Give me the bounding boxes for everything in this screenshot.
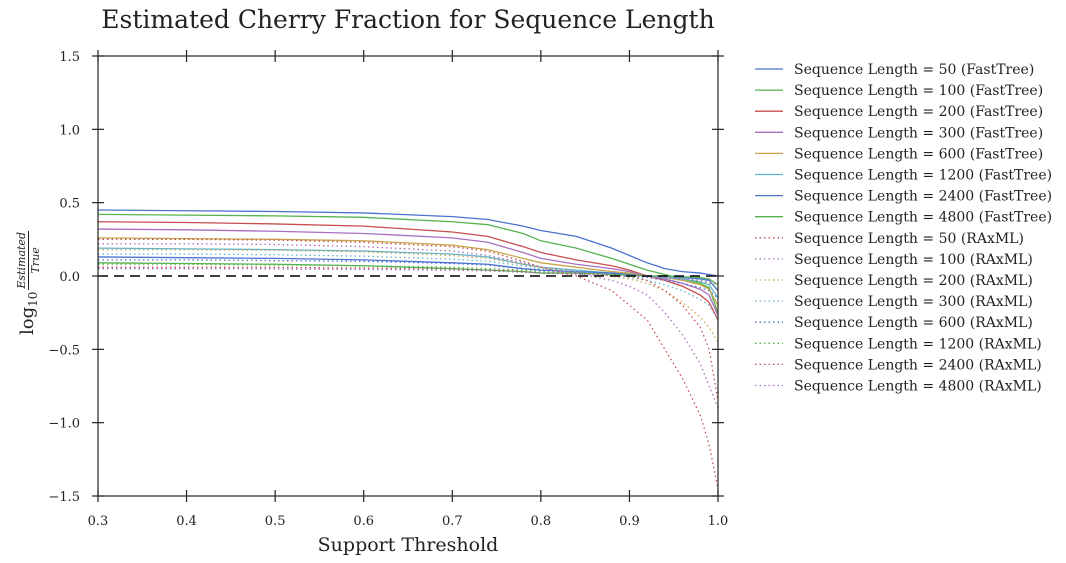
legend-label: Sequence Length = 1200 (FastTree) (794, 168, 1052, 184)
series-line-12 (98, 259, 719, 299)
y-axis-numerator: Estimated (15, 231, 29, 290)
legend-label: Sequence Length = 1200 (RAxML) (794, 336, 1042, 352)
x-tick-label: 0.9 (619, 514, 640, 529)
y-tick-label: −1.5 (48, 490, 80, 505)
chart-title: Estimated Cherry Fraction for Sequence L… (101, 5, 714, 34)
series-line-4 (97, 237, 719, 306)
y-axis-log-base: 10 (26, 291, 41, 307)
legend-label: Sequence Length = 600 (RAxML) (794, 315, 1033, 331)
legend-label: Sequence Length = 4800 (FastTree) (794, 210, 1052, 226)
y-tick-label: −1.0 (48, 417, 80, 432)
x-axis-title: Support Threshold (318, 534, 499, 556)
series-line-2 (97, 221, 719, 321)
legend-label: Sequence Length = 200 (FastTree) (794, 104, 1043, 120)
y-tick-label: −0.5 (48, 343, 80, 358)
y-tick-label: 0.5 (59, 197, 80, 212)
y-tick-label: 0.0 (59, 270, 80, 285)
y-axis-denominator: True (29, 247, 42, 274)
series-line-3 (97, 228, 719, 316)
axis-ticks: 0.3 0.4 0.5 0.6 0.7 0.8 0.9 1.0 1.5 1.0 0.5 0.0 −0.5… (48, 50, 728, 529)
series-line-8 (98, 238, 719, 489)
legend-label: Sequence Length = 600 (FastTree) (794, 146, 1043, 162)
y-axis-log: log (17, 306, 38, 335)
legend-label: Sequence Length = 100 (FastTree) (794, 83, 1043, 99)
x-tick-label: 0.3 (88, 514, 109, 529)
y-tick-label: 1.5 (59, 50, 80, 65)
legend-label: Sequence Length = 4800 (RAxML) (794, 379, 1042, 395)
x-tick-label: 1.0 (708, 514, 729, 529)
series-line-15 (98, 268, 719, 286)
legend-label: Sequence Length = 100 (RAxML) (794, 252, 1033, 268)
series-line-10 (98, 248, 719, 343)
legend: Sequence Length = 50 (FastTree) Sequence … (755, 62, 1052, 395)
x-tick-label: 0.7 (442, 514, 463, 529)
legend-label: Sequence Length = 2400 (RAxML) (794, 357, 1042, 373)
legend-label: Sequence Length = 50 (FastTree) (794, 62, 1034, 78)
legend-label: Sequence Length = 2400 (FastTree) (794, 189, 1052, 205)
legend-label: Sequence Length = 300 (RAxML) (794, 294, 1033, 310)
x-tick-label: 0.6 (353, 514, 374, 529)
y-axis-title: log10 Estimated True (15, 215, 45, 335)
x-tick-label: 0.5 (265, 514, 286, 529)
legend-label: Sequence Length = 200 (RAxML) (794, 273, 1033, 289)
series-line-0 (97, 209, 719, 277)
series-line-11 (98, 253, 719, 321)
series-line-14 (98, 266, 719, 401)
y-tick-label: 1.0 (59, 123, 80, 138)
legend-label: Sequence Length = 50 (RAxML) (794, 231, 1024, 247)
legend-label: Sequence Length = 300 (FastTree) (794, 125, 1043, 141)
x-tick-label: 0.4 (176, 514, 197, 529)
x-tick-label: 0.8 (531, 514, 552, 529)
series-line-6 (97, 256, 719, 292)
plot-area (97, 209, 719, 489)
